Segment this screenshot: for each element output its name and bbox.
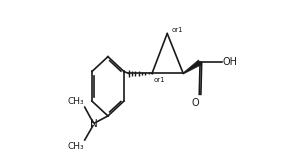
Text: or1: or1 bbox=[154, 77, 165, 83]
Polygon shape bbox=[183, 60, 202, 74]
Text: OH: OH bbox=[223, 57, 237, 67]
Text: O: O bbox=[192, 98, 199, 108]
Text: N: N bbox=[91, 119, 98, 129]
Text: CH₃: CH₃ bbox=[67, 96, 84, 105]
Text: CH₃: CH₃ bbox=[67, 142, 84, 151]
Text: or1: or1 bbox=[171, 27, 183, 33]
